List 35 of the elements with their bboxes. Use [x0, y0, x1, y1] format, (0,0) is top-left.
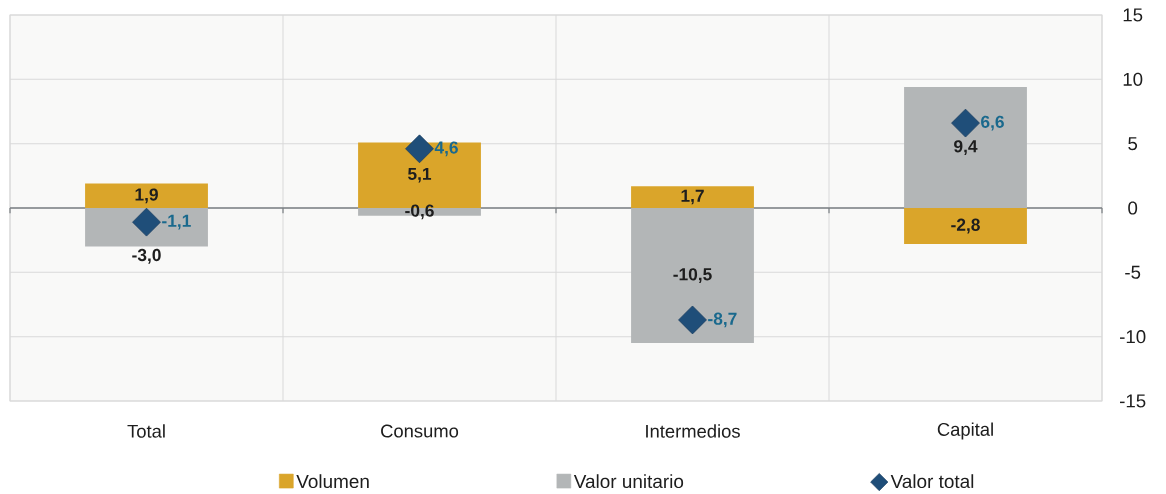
point — [132, 207, 161, 237]
y-tick-label: -5 — [1125, 265, 1141, 279]
y-tick-label: 15 — [1123, 8, 1143, 22]
bar — [904, 87, 1027, 208]
legend-label: Volumen — [296, 474, 369, 489]
y-tick-label: -10 — [1120, 330, 1146, 344]
y-tick-label: 5 — [1128, 137, 1138, 151]
data-label: 5,1 — [408, 167, 432, 183]
bar — [631, 186, 754, 208]
point — [951, 108, 980, 138]
data-label: -10,5 — [673, 268, 712, 283]
x-tick-label: Capital — [937, 422, 993, 440]
data-label: -3,0 — [132, 248, 161, 264]
legend-label: Valor total — [890, 474, 974, 489]
x-tick-label: Total — [127, 424, 165, 438]
y-tick-label: 0 — [1128, 201, 1138, 215]
data-label: 1,9 — [135, 188, 158, 204]
x-tick-label: Consumo — [381, 424, 459, 438]
data-label: 4,6 — [434, 141, 458, 157]
y-tick-label: 10 — [1123, 72, 1143, 86]
bar — [631, 208, 754, 344]
data-label: 6,6 — [981, 115, 1004, 131]
x-tick-label: Intermedios — [646, 424, 740, 438]
data-label: 1,7 — [681, 189, 704, 205]
data-label: 9,4 — [954, 140, 978, 155]
legend-label: Valor unitario — [573, 474, 684, 489]
data-label: -0,6 — [405, 204, 434, 220]
data-label: -2,8 — [951, 218, 980, 234]
bar — [85, 183, 208, 208]
point — [678, 305, 707, 335]
y-tick-label: -15 — [1120, 394, 1146, 408]
bar — [904, 208, 1027, 245]
point — [405, 134, 434, 164]
data-label: -1,1 — [162, 214, 191, 230]
data-label: -8,7 — [708, 312, 737, 328]
